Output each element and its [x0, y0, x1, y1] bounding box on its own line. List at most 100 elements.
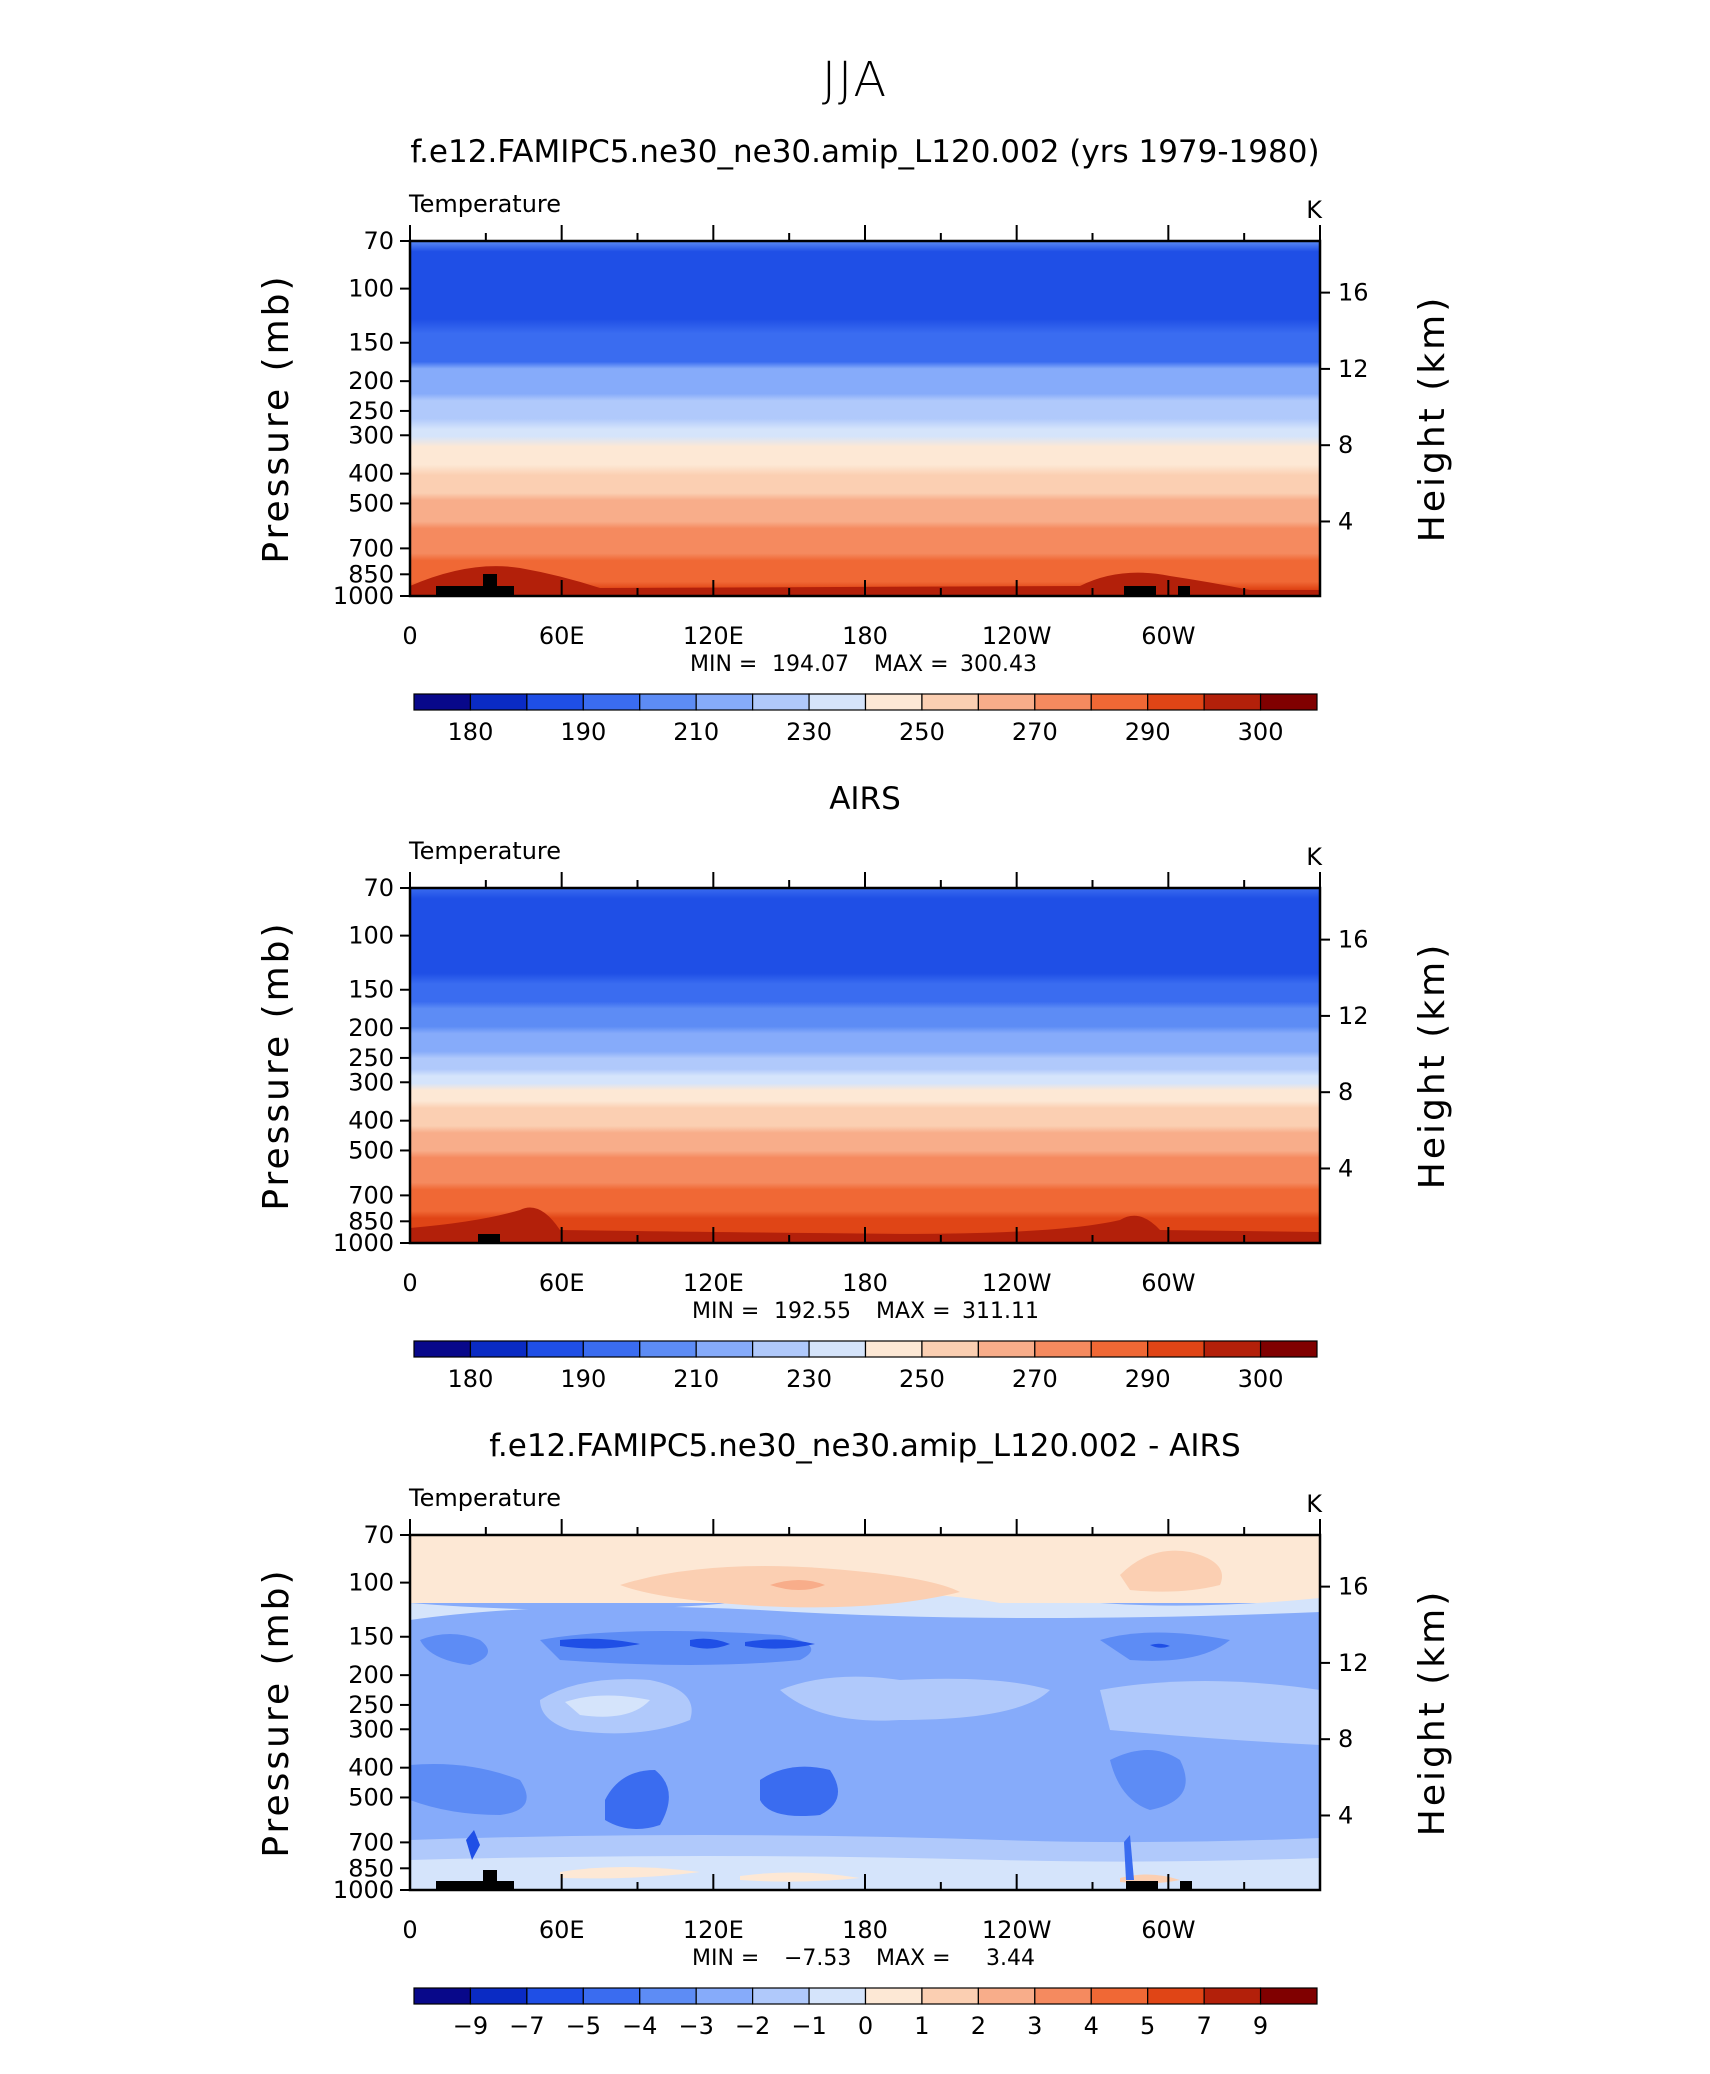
- height-tick-label: 12: [1338, 1649, 1369, 1677]
- pressure-tick-label: 100: [348, 922, 394, 950]
- pressure-tick-label: 200: [348, 1661, 394, 1689]
- colorbar-label: 250: [899, 718, 945, 746]
- lon-tick-label: 120W: [982, 1269, 1052, 1297]
- colorbar-swatch: [469, 693, 528, 711]
- colorbar-swatch: [1259, 693, 1318, 711]
- colorbar-swatch: [413, 1987, 472, 2005]
- height-tick-label: 16: [1338, 1573, 1369, 1601]
- colorbar-label: −5: [566, 2012, 601, 2040]
- colorbar-label: 1: [914, 2012, 929, 2040]
- colorbar-swatch: [864, 693, 923, 711]
- lon-tick-label: 60W: [1141, 622, 1195, 650]
- pressure-tick-label: 850: [348, 560, 394, 588]
- colorbar-swatch: [752, 1340, 810, 1358]
- topography-mask: [478, 1234, 500, 1243]
- colorbar-label: 300: [1238, 718, 1284, 746]
- colorbar-swatch: [582, 1987, 641, 2005]
- colorbar-swatch: [977, 693, 1036, 711]
- stats-min-label: MIN =: [692, 1946, 759, 1971]
- colorbar-swatch: [1090, 1340, 1149, 1358]
- height-tick-label: 16: [1338, 926, 1369, 954]
- colorbar-swatch: [695, 1340, 754, 1358]
- colorbar-swatch: [977, 1987, 1036, 2005]
- pressure-tick-label: 250: [348, 1044, 394, 1072]
- stats-max-value: 300.43: [960, 652, 1037, 677]
- pressure-tick-label: 300: [348, 1068, 394, 1096]
- pressure-tick-label: 400: [348, 1754, 394, 1782]
- stats-max-label: MAX =: [876, 1299, 951, 1324]
- colorbar-swatch: [752, 1987, 810, 2005]
- pressure-axis-label: Pressure (mb): [256, 273, 297, 563]
- pressure-tick-label: 300: [348, 421, 394, 449]
- colorbar-label: 290: [1125, 1365, 1171, 1393]
- pressure-tick-label: 400: [348, 460, 394, 488]
- height-tick-label: 8: [1338, 431, 1353, 459]
- pressure-tick-label: 500: [348, 489, 394, 517]
- colorbar-label: −9: [453, 2012, 488, 2040]
- stats-min-value: −7.53: [784, 1946, 851, 1971]
- stats-min-value: 192.55: [774, 1299, 851, 1324]
- height-tick-label: 12: [1338, 1002, 1369, 1030]
- lon-tick-label: 120W: [982, 622, 1052, 650]
- colorbar: 180 190 210 230 250 270 290 300: [413, 1340, 1318, 1393]
- pressure-tick-label: 400: [348, 1107, 394, 1135]
- pressure-tick-label: 1000: [333, 1876, 394, 1904]
- pressure-axis-label: Pressure (mb): [256, 1567, 297, 1857]
- colorbar-label: 7: [1196, 2012, 1211, 2040]
- panel-title: f.e12.FAMIPC5.ne30_ne30.amip_L120.002 (y…: [410, 134, 1319, 170]
- topography-mask: [436, 586, 514, 596]
- lon-tick-label: 0: [402, 622, 417, 650]
- stats-min-value: 194.07: [772, 652, 849, 677]
- colorbar-label: 290: [1125, 718, 1171, 746]
- lon-tick-label: 60E: [539, 1916, 585, 1944]
- colorbar-swatch: [1034, 1340, 1092, 1358]
- pressure-tick-label: 150: [348, 329, 394, 357]
- height-tick-label: 12: [1338, 355, 1369, 383]
- lon-tick-label: 60W: [1141, 1269, 1195, 1297]
- contour-field: [410, 888, 1320, 1243]
- panel-title: AIRS: [829, 781, 901, 817]
- variable-label: Temperature: [408, 190, 561, 218]
- colorbar-label: 2: [971, 2012, 986, 2040]
- colorbar-swatch: [977, 1340, 1036, 1358]
- lon-tick-label: 180: [842, 1916, 888, 1944]
- pressure-axis-label: Pressure (mb): [256, 920, 297, 1210]
- colorbar-swatch: [808, 1340, 867, 1358]
- height-tick-label: 8: [1338, 1078, 1353, 1106]
- height-tick-label: 16: [1338, 279, 1369, 307]
- panel-airs-temperature: AIRS Temperature K 701001502002503004005…: [256, 781, 1453, 1393]
- pressure-tick-label: 150: [348, 1623, 394, 1651]
- colorbar-swatch: [1147, 693, 1205, 711]
- colorbar-swatch: [526, 1340, 584, 1358]
- colorbar-swatch: [864, 1987, 923, 2005]
- pressure-tick-label: 850: [348, 1854, 394, 1882]
- colorbar-swatch: [864, 1340, 923, 1358]
- height-tick-label: 4: [1338, 1801, 1353, 1829]
- colorbar-swatch: [526, 693, 584, 711]
- pressure-tick-label: 1000: [333, 1229, 394, 1257]
- colorbar-label: 5: [1140, 2012, 1155, 2040]
- topography-mask: [1124, 586, 1156, 596]
- lon-tick-label: 120E: [683, 1269, 744, 1297]
- colorbar-swatch: [695, 693, 754, 711]
- lon-tick-label: 60E: [539, 1269, 585, 1297]
- colorbar-label: 0: [858, 2012, 873, 2040]
- pressure-tick-label: 700: [348, 1828, 394, 1856]
- colorbar-swatch: [921, 1340, 979, 1358]
- colorbar-label: 270: [1012, 718, 1058, 746]
- colorbar-label: 190: [560, 1365, 606, 1393]
- pressure-tick-label: 70: [363, 227, 394, 255]
- pressure-tick-label: 500: [348, 1136, 394, 1164]
- colorbar-swatch: [469, 1340, 528, 1358]
- pressure-tick-label: 250: [348, 397, 394, 425]
- colorbar-swatch: [1034, 1987, 1092, 2005]
- figure-suptitle: JJA: [822, 52, 888, 108]
- colorbar-label: 3: [1027, 2012, 1042, 2040]
- difference-contours: [410, 1535, 1320, 1890]
- panel-model-temperature: f.e12.FAMIPC5.ne30_ne30.amip_L120.002 (y…: [256, 134, 1453, 746]
- stats-max-label: MAX =: [874, 652, 949, 677]
- colorbar-label: 300: [1238, 1365, 1284, 1393]
- colorbar-swatch: [526, 1987, 584, 2005]
- lon-tick-label: 120E: [683, 1916, 744, 1944]
